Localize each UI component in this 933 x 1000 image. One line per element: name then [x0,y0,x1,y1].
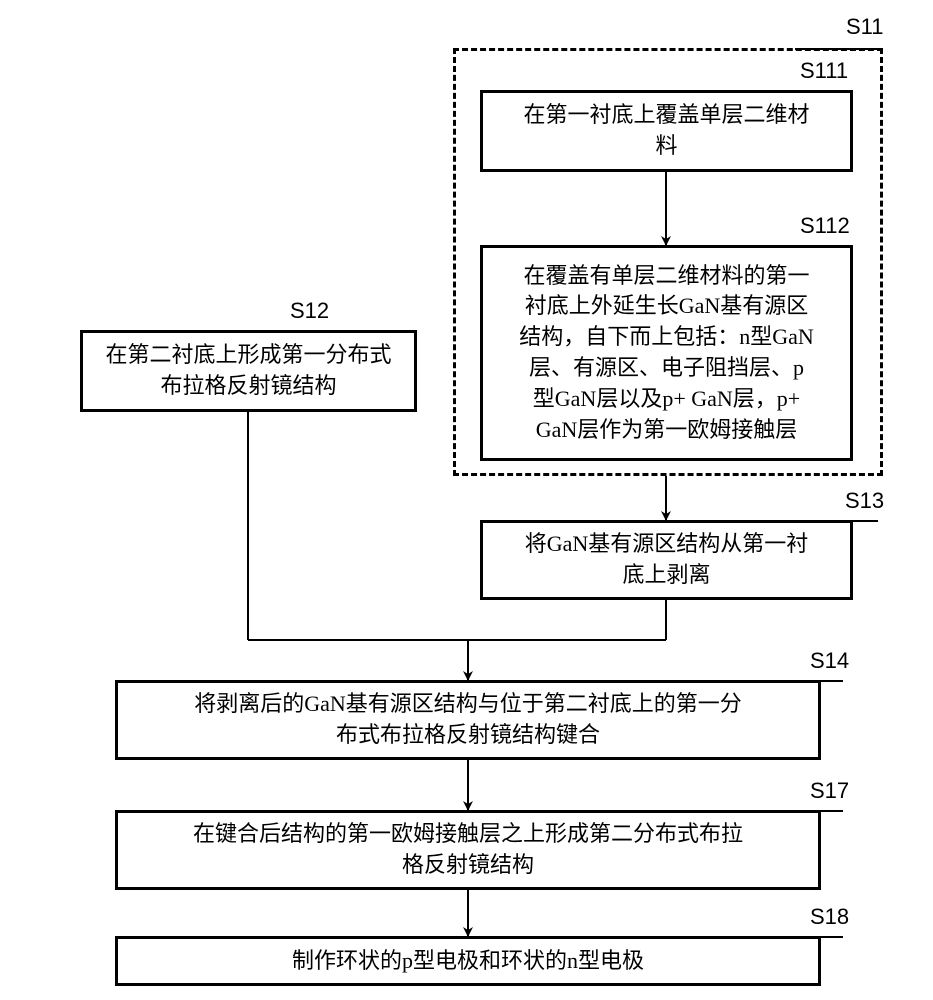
box-s17: 在键合后结构的第一欧姆接触层之上形成第二分布式布拉格反射镜结构 [115,810,821,890]
label-s13: S13 [845,488,884,514]
box-s12-text: 在第二衬底上形成第一分布式布拉格反射镜结构 [105,340,391,402]
box-s112-text: 在覆盖有单层二维材料的第一衬底上外延生长GaN基有源区结构，自下而上包括：n型G… [519,261,814,446]
leader-s18 [755,936,843,938]
label-s11: S11 [846,14,884,40]
leader-s112 [760,245,848,247]
label-s12: S12 [290,298,329,324]
leader-s17 [755,810,843,812]
leader-s111 [760,90,848,92]
leader-s14 [755,680,843,682]
box-s18: 制作环状的p型电极和环状的n型电极 [115,936,821,986]
box-s12: 在第二衬底上形成第一分布式布拉格反射镜结构 [80,330,417,412]
box-s111: 在第一衬底上覆盖单层二维材料 [480,90,853,172]
box-s112: 在覆盖有单层二维材料的第一衬底上外延生长GaN基有源区结构，自下而上包括：n型G… [480,245,853,461]
leader-s12 [235,330,323,332]
box-s17-text: 在键合后结构的第一欧姆接触层之上形成第二分布式布拉格反射镜结构 [193,819,743,881]
box-s18-text: 制作环状的p型电极和环状的n型电极 [292,946,644,977]
box-s14: 将剥离后的GaN基有源区结构与位于第二衬底上的第一分布式布拉格反射镜结构键合 [115,680,821,760]
label-s18: S18 [810,904,849,930]
label-s112: S112 [800,213,850,239]
leader-s13 [790,520,878,522]
box-s13: 将GaN基有源区结构从第一衬底上剥离 [480,520,853,600]
label-s111: S111 [800,58,848,84]
label-s14: S14 [810,648,849,674]
leader-s11 [795,48,883,50]
box-s13-text: 将GaN基有源区结构从第一衬底上剥离 [525,529,809,591]
box-s111-text: 在第一衬底上覆盖单层二维材料 [523,100,809,162]
box-s14-text: 将剥离后的GaN基有源区结构与位于第二衬底上的第一分布式布拉格反射镜结构键合 [194,689,742,751]
label-s17: S17 [810,778,849,804]
